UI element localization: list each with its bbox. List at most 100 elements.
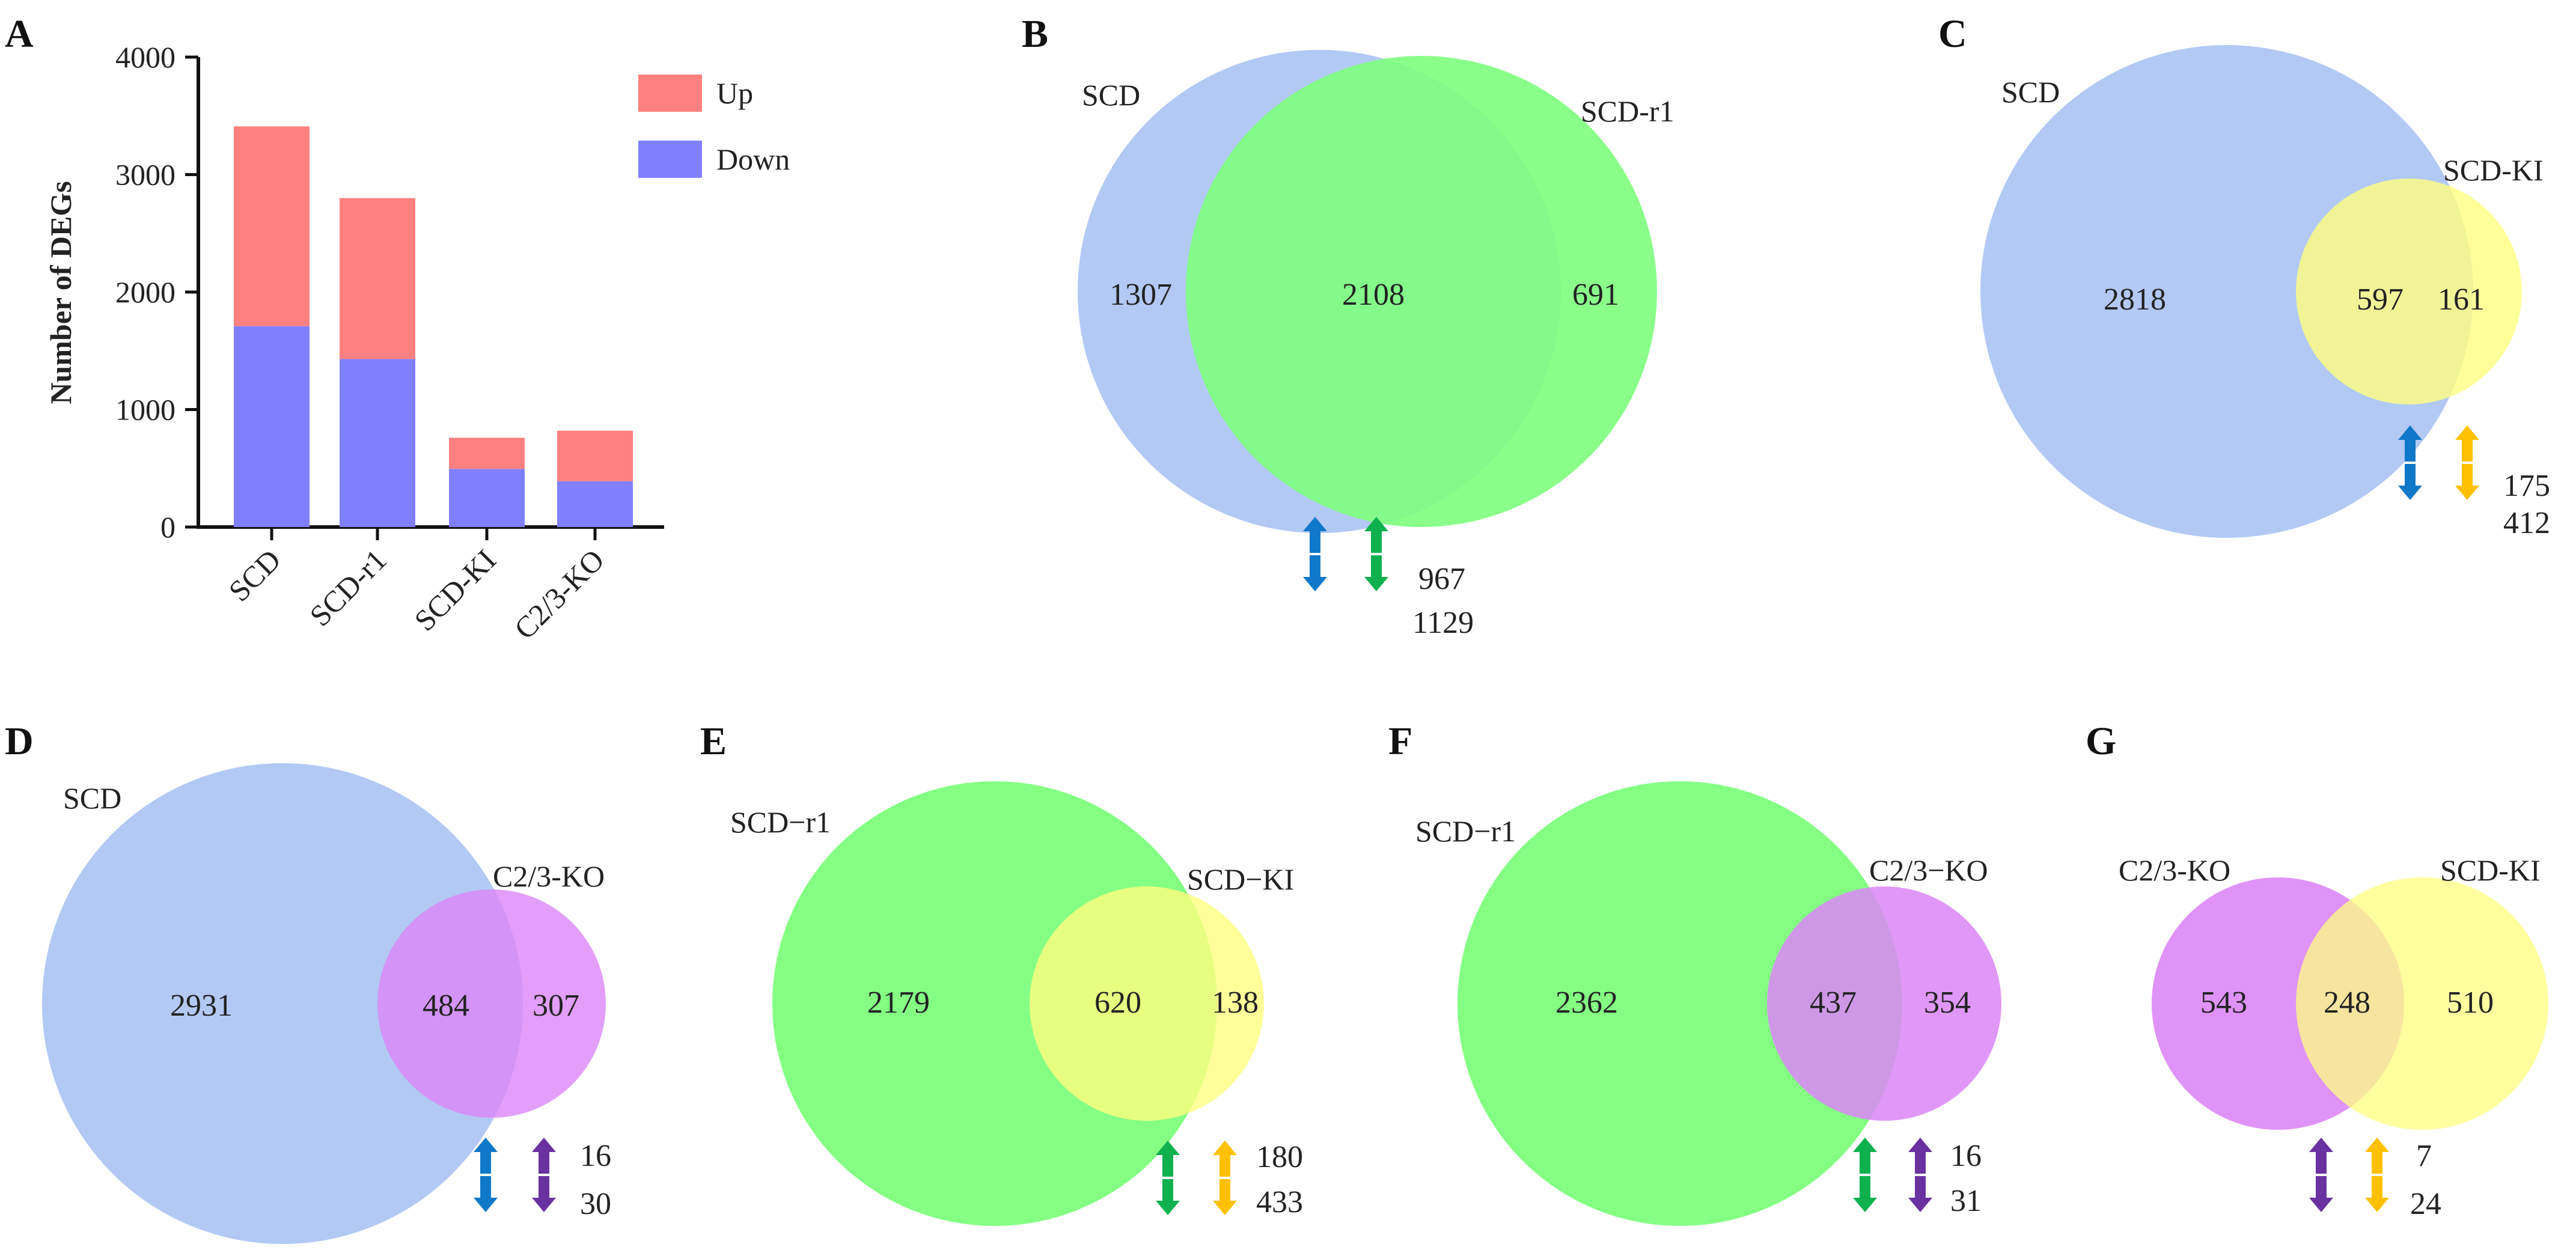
count-overlap: 2108 bbox=[1342, 278, 1405, 312]
down-arrow-icon bbox=[2398, 464, 2422, 500]
up-arrow-icon bbox=[1156, 1141, 1180, 1177]
bar-down-c2-3-ko bbox=[557, 481, 633, 527]
up-arrow-icon bbox=[1908, 1138, 1932, 1174]
set-label-right: C2/3-KO bbox=[493, 859, 605, 893]
up-arrow-icon bbox=[2455, 425, 2479, 462]
set-label-left: SCD bbox=[2001, 75, 2060, 109]
arrow-column-right bbox=[2365, 1138, 2389, 1212]
y-tick-label: 0 bbox=[160, 510, 175, 544]
down-arrow-icon bbox=[1213, 1179, 1237, 1215]
count-right-only: 138 bbox=[1212, 986, 1259, 1020]
venn-circle-scd bbox=[1980, 45, 2473, 538]
count-left-only: 2931 bbox=[170, 989, 233, 1023]
up-count: 967 bbox=[1418, 562, 1465, 596]
count-left-only: 2179 bbox=[867, 986, 930, 1020]
count-left-only: 2362 bbox=[1555, 986, 1618, 1020]
x-tick-label: C2/3-KO bbox=[508, 543, 611, 645]
arrow-column-right bbox=[2455, 425, 2479, 500]
down-count: 412 bbox=[2503, 506, 2550, 540]
venn-circle-scd bbox=[42, 763, 523, 1244]
venn-circle-c23-ko bbox=[377, 889, 606, 1118]
up-count: 175 bbox=[2503, 469, 2550, 503]
panel-letter-e: E bbox=[700, 719, 727, 763]
up-count: 180 bbox=[1256, 1140, 1303, 1174]
count-overlap: 620 bbox=[1094, 986, 1141, 1020]
panel-g: G C2/3-KO SCD-KI 543 248 510 7 24 bbox=[2086, 719, 2548, 1221]
panel-letter-d: D bbox=[5, 719, 34, 763]
up-count: 16 bbox=[1950, 1139, 1982, 1173]
set-label-right: SCD-KI bbox=[2443, 153, 2544, 187]
set-label-left: SCD−r1 bbox=[1415, 814, 1516, 848]
up-arrow-icon bbox=[532, 1138, 556, 1174]
x-ticks: SCD SCD-r1 SCD-KI C2/3-KO bbox=[222, 527, 611, 645]
y-tick-label: 1000 bbox=[115, 393, 175, 427]
down-count: 1129 bbox=[1412, 606, 1474, 640]
set-label-right: SCD-r1 bbox=[1581, 94, 1674, 128]
panel-f: F SCD−r1 C2/3−KO 2362 437 354 16 31 bbox=[1388, 719, 2001, 1226]
set-label-right: SCD−KI bbox=[1187, 862, 1294, 896]
count-overlap: 437 bbox=[1810, 986, 1857, 1020]
down-arrow-icon bbox=[2455, 464, 2479, 500]
bar-up-scd-r1 bbox=[340, 198, 415, 359]
legend-label-down: Down bbox=[716, 142, 790, 176]
count-left-only: 1307 bbox=[1109, 278, 1172, 312]
down-arrow-icon bbox=[1364, 555, 1388, 591]
legend: Up Down bbox=[638, 75, 790, 178]
count-left-only: 2818 bbox=[2104, 282, 2166, 317]
down-arrow-icon bbox=[532, 1176, 556, 1212]
bar-down-scd bbox=[234, 326, 310, 527]
panel-letter-b: B bbox=[1022, 12, 1048, 56]
down-arrow-icon bbox=[1303, 555, 1327, 591]
x-tick-label: SCD bbox=[222, 543, 287, 608]
count-right-only: 307 bbox=[533, 989, 579, 1023]
down-count: 30 bbox=[580, 1187, 611, 1221]
arrow-column-left bbox=[1303, 517, 1327, 591]
x-tick-label: SCD-KI bbox=[407, 543, 502, 637]
up-arrow-icon bbox=[1303, 517, 1327, 553]
venn-circle-scd-r1 bbox=[772, 781, 1217, 1226]
down-count: 433 bbox=[1256, 1185, 1303, 1219]
y-ticks: 0 1000 2000 3000 4000 bbox=[115, 40, 198, 544]
venn-circle-scd-ki bbox=[2296, 877, 2548, 1130]
set-label-left: SCD−r1 bbox=[730, 805, 831, 839]
y-tick-label: 3000 bbox=[115, 158, 175, 192]
panel-letter-a: A bbox=[5, 12, 34, 56]
set-label-left: SCD bbox=[1082, 78, 1140, 112]
bar-down-scd-r1 bbox=[340, 359, 415, 527]
venn-circle-scd-r1 bbox=[1186, 56, 1657, 527]
panel-letter-f: F bbox=[1388, 719, 1412, 763]
legend-swatch-up bbox=[638, 75, 702, 112]
bar-up-c2-3-ko bbox=[557, 430, 633, 481]
arrow-column-right bbox=[1908, 1138, 1932, 1212]
x-tick-label: SCD-r1 bbox=[303, 543, 393, 633]
up-arrow-icon bbox=[2398, 425, 2422, 462]
down-arrow-icon bbox=[2365, 1176, 2389, 1212]
arrow-column-left bbox=[2398, 425, 2422, 500]
bar-up-scd bbox=[234, 126, 310, 326]
panel-e: E SCD−r1 SCD−KI 2179 620 138 180 433 bbox=[700, 719, 1303, 1226]
up-arrow-icon bbox=[2309, 1138, 2333, 1174]
panel-letter-g: G bbox=[2086, 719, 2116, 763]
panel-a: A 0 1000 2000 3000 4000 SCD SCD-r1 SCD-KI C2/3-… bbox=[5, 12, 790, 645]
down-count: 31 bbox=[1950, 1184, 1982, 1218]
arrow-column-left bbox=[2309, 1138, 2333, 1212]
count-right-only: 691 bbox=[1572, 278, 1619, 312]
bar-up-scd-ki bbox=[449, 437, 525, 469]
legend-label-up: Up bbox=[716, 76, 753, 110]
venn-circle-scd-ki bbox=[1030, 886, 1264, 1121]
arrow-column-left bbox=[474, 1138, 498, 1212]
up-arrow-icon bbox=[2365, 1138, 2389, 1174]
up-count: 16 bbox=[580, 1139, 611, 1173]
venn-circle-scd-ki bbox=[2296, 178, 2522, 404]
panel-c: C SCD SCD-KI 2818 597 161 175 412 bbox=[1938, 12, 2550, 540]
legend-swatch-down bbox=[638, 141, 702, 178]
set-label-right: C2/3−KO bbox=[1869, 853, 1988, 887]
count-overlap: 248 bbox=[2324, 986, 2370, 1020]
up-arrow-icon bbox=[1853, 1138, 1877, 1174]
down-arrow-icon bbox=[2309, 1176, 2333, 1212]
arrow-column-right bbox=[1213, 1141, 1237, 1215]
venn-circle-scd-r1 bbox=[1457, 781, 1902, 1226]
panel-b: B SCD SCD-r1 1307 2108 691 967 1129 bbox=[1022, 12, 1674, 640]
down-count: 24 bbox=[2410, 1187, 2441, 1221]
down-arrow-icon bbox=[474, 1176, 498, 1212]
